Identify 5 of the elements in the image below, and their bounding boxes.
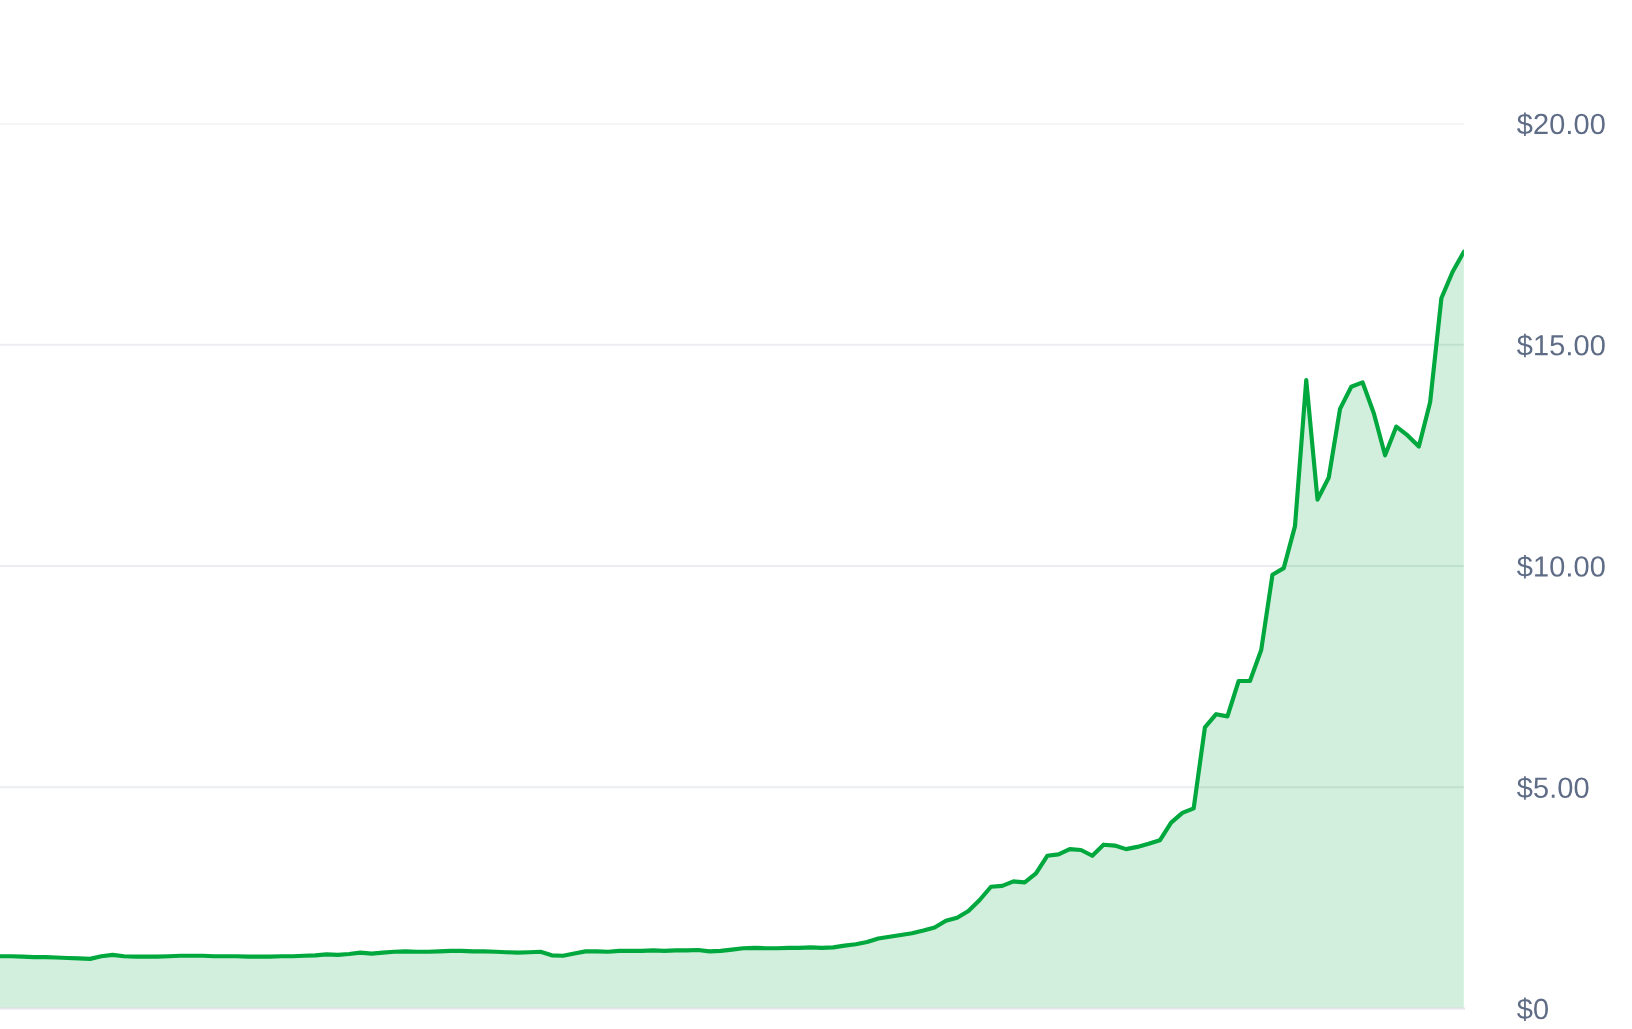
y-tick-label: $20.00 bbox=[1517, 112, 1605, 137]
y-tick-label: $10.00 bbox=[1517, 554, 1605, 579]
y-tick-label: $5.00 bbox=[1517, 776, 1589, 800]
y-tick-label: $15.00 bbox=[1517, 333, 1605, 358]
y-tick-label: $0 bbox=[1517, 997, 1548, 1022]
